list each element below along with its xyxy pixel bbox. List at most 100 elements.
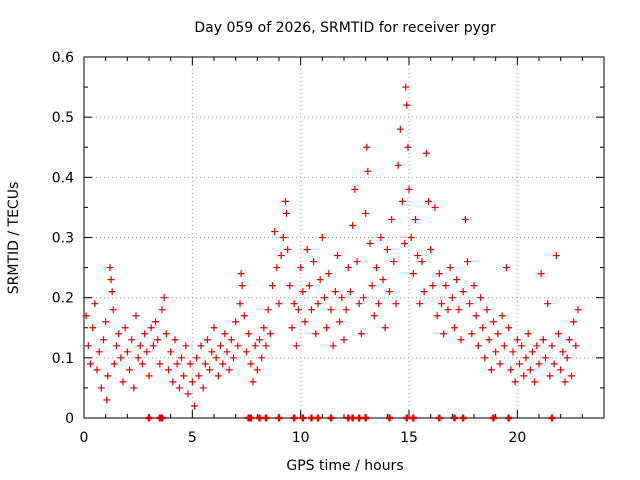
data-point bbox=[509, 348, 517, 356]
data-point bbox=[546, 372, 554, 380]
data-point bbox=[520, 372, 528, 380]
data-point bbox=[526, 366, 534, 374]
data-point bbox=[377, 234, 385, 241]
data-point bbox=[123, 348, 131, 356]
data-point bbox=[186, 360, 194, 368]
data-point bbox=[325, 270, 333, 278]
data-point bbox=[414, 252, 422, 260]
data-point bbox=[386, 288, 393, 296]
data-point bbox=[214, 372, 222, 380]
data-point bbox=[433, 312, 441, 320]
data-point bbox=[91, 300, 99, 308]
y-axis-label: SRMTID / TECUs bbox=[6, 182, 22, 295]
data-point bbox=[455, 306, 463, 314]
x-tick-label: 10 bbox=[292, 430, 310, 446]
data-point bbox=[143, 348, 151, 356]
data-point bbox=[310, 258, 318, 266]
data-point bbox=[152, 318, 159, 326]
data-point bbox=[134, 354, 142, 362]
data-point bbox=[429, 282, 437, 290]
data-point bbox=[442, 282, 450, 290]
data-point bbox=[494, 330, 502, 338]
data-point bbox=[282, 197, 289, 205]
data-point bbox=[533, 342, 541, 350]
data-point bbox=[173, 360, 181, 368]
zero-value-mark bbox=[349, 414, 357, 422]
zero-value-mark bbox=[362, 414, 370, 422]
data-point bbox=[392, 300, 400, 308]
data-point bbox=[104, 372, 112, 380]
zero-value-mark bbox=[327, 414, 335, 422]
data-point bbox=[89, 324, 97, 332]
data-point bbox=[381, 324, 389, 332]
data-point bbox=[273, 264, 281, 272]
data-point bbox=[212, 354, 220, 362]
data-point bbox=[404, 143, 412, 151]
data-point bbox=[316, 276, 324, 284]
data-point bbox=[524, 330, 532, 338]
data-point bbox=[362, 209, 370, 217]
data-point bbox=[169, 378, 177, 386]
data-point bbox=[401, 240, 409, 248]
data-point bbox=[518, 342, 526, 350]
zero-value-mark bbox=[403, 414, 411, 422]
data-point bbox=[342, 306, 350, 314]
y-tick-label: 0.1 bbox=[52, 351, 74, 367]
data-point bbox=[388, 215, 396, 223]
data-point bbox=[338, 294, 346, 302]
data-point bbox=[568, 372, 575, 380]
zero-value-mark bbox=[158, 414, 166, 422]
data-point bbox=[156, 360, 164, 368]
data-point bbox=[542, 354, 549, 362]
data-point bbox=[175, 384, 183, 392]
data-point bbox=[531, 378, 539, 386]
data-point bbox=[529, 348, 536, 356]
data-point bbox=[522, 354, 530, 362]
data-point bbox=[286, 282, 294, 290]
data-point bbox=[195, 372, 203, 380]
zero-value-mark bbox=[247, 414, 255, 422]
data-point bbox=[130, 384, 138, 392]
data-point bbox=[109, 306, 117, 314]
data-point bbox=[539, 336, 547, 344]
data-point bbox=[121, 324, 129, 332]
data-point bbox=[347, 288, 354, 296]
data-point bbox=[483, 306, 491, 314]
data-point bbox=[158, 306, 166, 314]
data-point bbox=[162, 330, 170, 338]
zero-value-mark bbox=[451, 414, 458, 422]
data-point bbox=[100, 336, 107, 344]
data-point bbox=[572, 342, 580, 350]
data-point bbox=[563, 354, 571, 362]
data-point bbox=[171, 336, 179, 344]
data-point bbox=[279, 234, 287, 241]
y-tick-label: 0.4 bbox=[52, 170, 74, 186]
data-point bbox=[188, 378, 196, 386]
data-point bbox=[451, 324, 458, 332]
zero-value-mark bbox=[314, 414, 322, 422]
data-point bbox=[453, 276, 461, 284]
data-point bbox=[368, 282, 376, 290]
data-point bbox=[370, 312, 378, 320]
data-point bbox=[431, 203, 439, 211]
data-point bbox=[258, 354, 266, 362]
data-point bbox=[165, 366, 172, 374]
data-point bbox=[485, 336, 493, 344]
data-point bbox=[457, 336, 465, 344]
data-point bbox=[425, 197, 432, 205]
data-point bbox=[245, 330, 253, 338]
zero-value-mark bbox=[409, 414, 417, 422]
data-point bbox=[93, 366, 101, 374]
data-point bbox=[253, 366, 261, 374]
data-point bbox=[373, 264, 380, 272]
data-point bbox=[223, 348, 231, 356]
zero-value-marks bbox=[145, 414, 556, 422]
data-point bbox=[139, 360, 146, 368]
y-tick-label: 0.2 bbox=[52, 291, 74, 307]
data-point bbox=[82, 312, 90, 320]
data-point bbox=[103, 396, 111, 404]
zero-value-mark bbox=[262, 414, 270, 422]
data-point bbox=[240, 312, 248, 320]
data-point bbox=[357, 330, 365, 338]
